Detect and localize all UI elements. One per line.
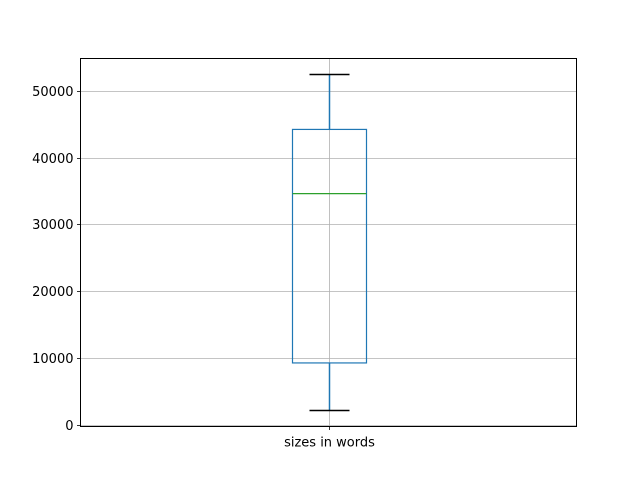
boxes <box>291 73 368 412</box>
iqr-box <box>291 128 368 364</box>
y-tick-label: 10000 <box>32 352 73 367</box>
y-tick-label: 30000 <box>32 218 73 233</box>
y-tick-label: 50000 <box>32 85 73 100</box>
grid-lines <box>80 58 577 427</box>
y-tick-label: 20000 <box>32 285 73 300</box>
y-tick-label: 40000 <box>32 152 73 167</box>
x-tick-label: sizes in words <box>284 436 375 451</box>
y-axis: 0 10000 20000 30000 40000 50000 <box>32 85 81 434</box>
y-tick-label: 0 <box>65 419 73 434</box>
axes-frame <box>80 58 577 427</box>
x-axis: sizes in words <box>284 426 375 451</box>
